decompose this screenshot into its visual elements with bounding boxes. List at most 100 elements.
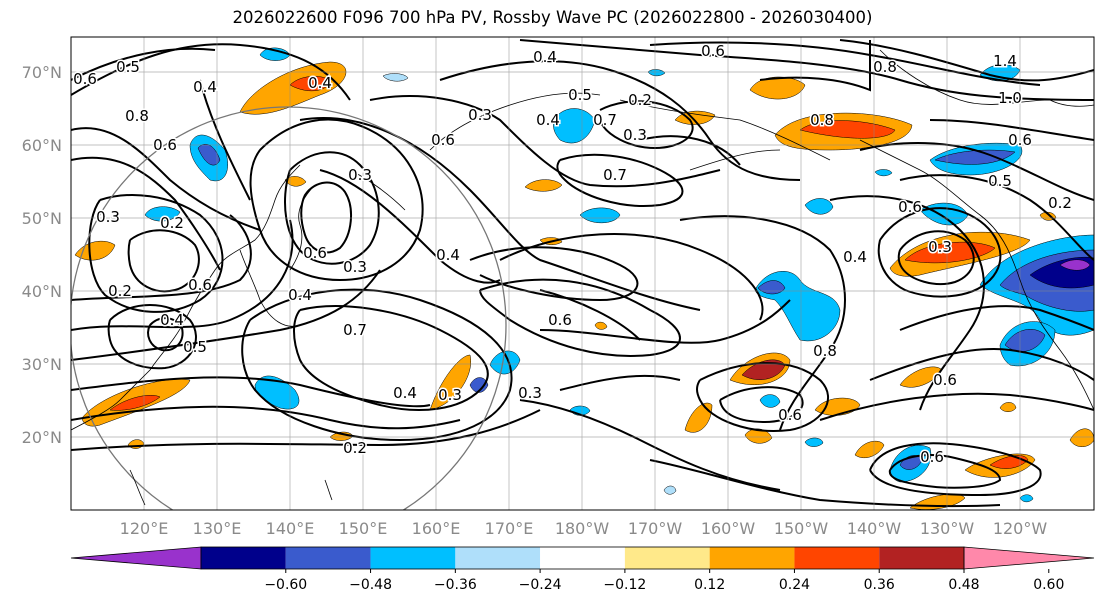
contour-label: 0.6 (73, 70, 97, 88)
lon-label: 140°W (847, 519, 902, 538)
contour-label: 0.8 (813, 342, 837, 360)
lat-label: 70°N (22, 63, 62, 82)
colorbar-extend-high (963, 546, 1095, 570)
lon-label: 130°W (920, 519, 975, 538)
contour-label: 0.2 (628, 91, 652, 109)
colorbar-segment (709, 547, 795, 569)
contour-label: 0.6 (153, 136, 177, 154)
colorbar-tick-label: −0.60 (264, 577, 307, 593)
lat-label: 60°N (22, 136, 62, 155)
colorbar-segment (879, 547, 964, 569)
colorbar-outline (200, 546, 965, 570)
lat-label: 20°N (22, 428, 62, 447)
colorbar-segment (624, 547, 710, 569)
contour-label: 0.6 (933, 371, 957, 389)
contour-label: 0.7 (603, 166, 627, 184)
latitude-labels: 70°N 60°N 50°N 40°N 30°N 20°N (22, 63, 62, 447)
contour-labels: 0.4 0.60.8 1.41.00.50.60.80.60.40.4 0.50.70… (72, 41, 1074, 468)
contour-label: 0.5 (183, 338, 207, 356)
colorbar-segment (285, 547, 371, 569)
colorbar-tick-label: 0.24 (779, 577, 810, 593)
contour-label: 0.4 (193, 78, 217, 96)
colorbar-tick-label: 0.36 (864, 577, 895, 593)
lon-label: 170°E (485, 519, 534, 538)
lon-label: 120°E (120, 519, 169, 538)
lat-label: 40°N (22, 282, 62, 301)
contour-label: 0.8 (810, 111, 834, 129)
contour-label: 0.2 (108, 282, 132, 300)
contour-label: 0.5 (568, 86, 592, 104)
contour-label: 0.6 (920, 448, 944, 466)
contour-label: 0.3 (928, 238, 952, 256)
contour-label: 0.2 (1048, 194, 1072, 212)
colorbar: −0.60 −0.48 −0.36 −0.24 −0.12 0.12 0.24 0.36 0.4… (70, 546, 1095, 593)
colorbar-extend-low (70, 546, 202, 570)
lon-label: 150°E (339, 519, 388, 538)
contour-label: 0.5 (988, 172, 1012, 190)
contour-label: 1.0 (998, 89, 1022, 107)
colorbar-tick-label: 0.48 (948, 577, 979, 593)
contour-label: 0.8 (125, 107, 149, 125)
contour-label: 0.6 (898, 198, 922, 216)
colorbar-segment (455, 547, 541, 569)
map-title: 2026022600 F096 700 hPa PV, Rossby Wave … (232, 8, 873, 27)
contour-label: 0.4 (436, 246, 460, 264)
coastlines (71, 49, 1094, 506)
lon-label: 170°W (628, 519, 683, 538)
map-area (71, 37, 1094, 510)
contour-label: 0.6 (778, 406, 802, 424)
lon-label: 180°W (555, 519, 610, 538)
colorbar-tick-label: −0.24 (519, 577, 562, 593)
colorbar-segment (370, 547, 456, 569)
contour-label: 0.2 (160, 214, 184, 232)
lon-label: 140°E (266, 519, 315, 538)
lon-label: 120°W (993, 519, 1048, 538)
contour-label: 0.4 (843, 248, 867, 266)
lat-label: 30°N (22, 355, 62, 374)
contour-label: 0.6 (188, 276, 212, 294)
contour-label: 0.4 (160, 311, 184, 329)
contour-label: 0.6 (701, 42, 725, 60)
contour-label: 0.4 (393, 384, 417, 402)
contour-label: 0.5 (116, 58, 140, 76)
pv-contours (71, 39, 1094, 508)
contour-label: 0.6 (1008, 131, 1032, 149)
contour-label: 0.4 (308, 74, 332, 92)
contour-label: 0.3 (348, 166, 372, 184)
pv-anomaly-shading (74, 47, 1094, 510)
contour-label: 0.6 (303, 244, 327, 262)
map-frame (70, 36, 1095, 511)
contour-label: 0.3 (438, 386, 462, 404)
contour-label: 0.3 (518, 384, 542, 402)
colorbar-tick-label: −0.12 (603, 577, 646, 593)
contour-label: 0.7 (593, 111, 617, 129)
contour-label: 0.4 (288, 286, 312, 304)
lon-label: 150°W (774, 519, 829, 538)
colorbar-segment (201, 547, 286, 569)
contour-label: 0.3 (343, 258, 367, 276)
colorbar-segment (794, 547, 880, 569)
lat-lon-grid (71, 37, 1094, 510)
colorbar-tick-label: −0.48 (349, 577, 392, 593)
colorbar-tick-label: 0.12 (694, 577, 725, 593)
colorbar-tick-label: 0.60 (1033, 577, 1064, 593)
contour-label: 1.4 (993, 52, 1017, 70)
colorbar-tick-label: −0.36 (434, 577, 477, 593)
contour-label: 0.2 (343, 439, 367, 457)
contour-label: 0.4 (533, 48, 557, 66)
lon-label: 160°W (701, 519, 756, 538)
lat-label: 50°N (22, 209, 62, 228)
influence-circle (71, 106, 507, 510)
contour-label: 0.3 (468, 106, 492, 124)
contour-label: 0.3 (96, 208, 120, 226)
contour-label: 0.8 (873, 58, 897, 76)
contour-label: 0.3 (623, 126, 647, 144)
contour-label: 0.6 (548, 311, 572, 329)
contour-label: 0.7 (343, 321, 367, 339)
contour-label: 0.4 (536, 111, 560, 129)
lon-label: 130°E (193, 519, 242, 538)
colorbar-segment (540, 547, 625, 569)
lon-label: 160°E (412, 519, 461, 538)
contour-label: 0.6 (431, 131, 455, 149)
